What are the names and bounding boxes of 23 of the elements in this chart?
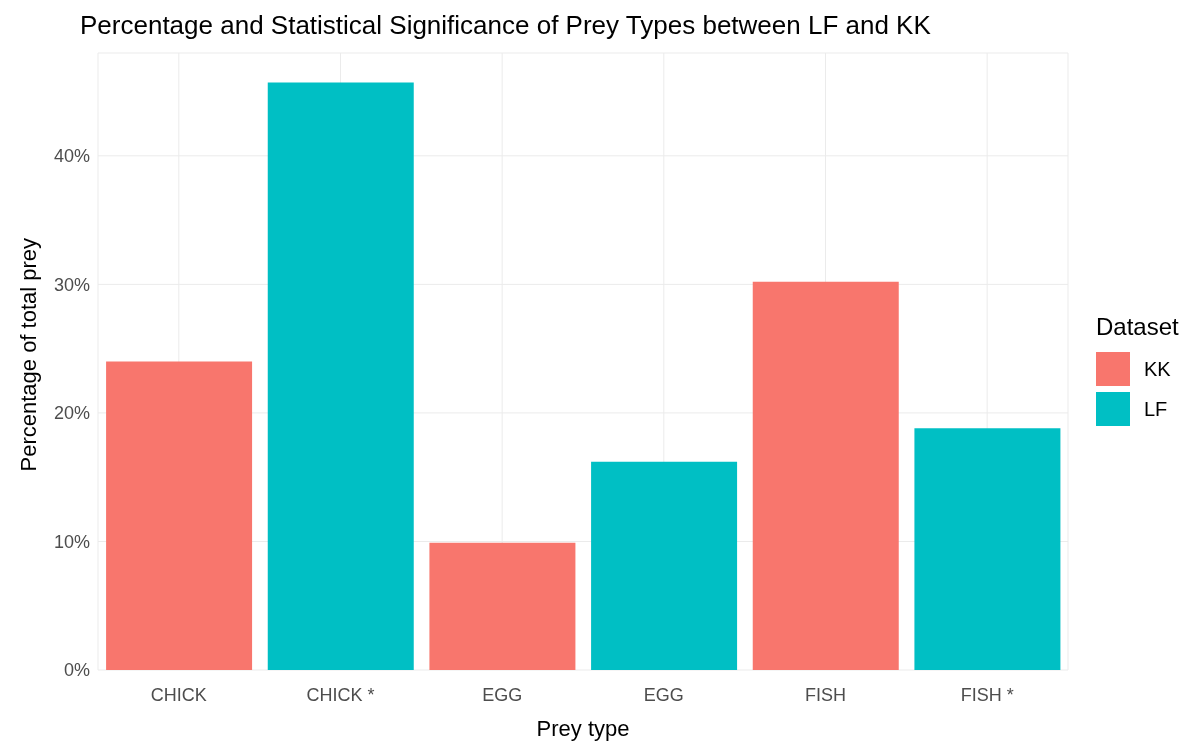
y-tick-label: 0% <box>63 660 90 681</box>
bar <box>267 82 414 670</box>
bar <box>106 361 253 670</box>
y-tick-label: 40% <box>53 146 90 167</box>
bar <box>752 281 899 670</box>
x-axis-title: Prey type <box>536 716 630 741</box>
x-tick-label: EGG <box>643 684 684 705</box>
y-axis-title: Percentage of total prey <box>15 237 41 472</box>
bar <box>914 428 1061 670</box>
legend-label: KK <box>1144 357 1171 381</box>
x-tick-label: FISH * <box>960 684 1014 705</box>
y-tick-label: 10% <box>53 531 90 552</box>
legend-label: LF <box>1144 397 1168 421</box>
bar <box>429 542 576 670</box>
legend-title: Dataset <box>1096 313 1179 341</box>
bar <box>591 461 738 670</box>
x-tick-label: CHICK * <box>306 684 375 705</box>
x-tick-label: CHICK <box>150 684 207 705</box>
y-tick-label: 30% <box>53 274 90 295</box>
x-tick-label: FISH <box>804 684 847 705</box>
y-tick-label: 20% <box>53 403 90 424</box>
x-tick-label: EGG <box>482 684 523 705</box>
chart-title: Percentage and Statistical Significance of Prey Types between LF and KK <box>80 10 931 41</box>
